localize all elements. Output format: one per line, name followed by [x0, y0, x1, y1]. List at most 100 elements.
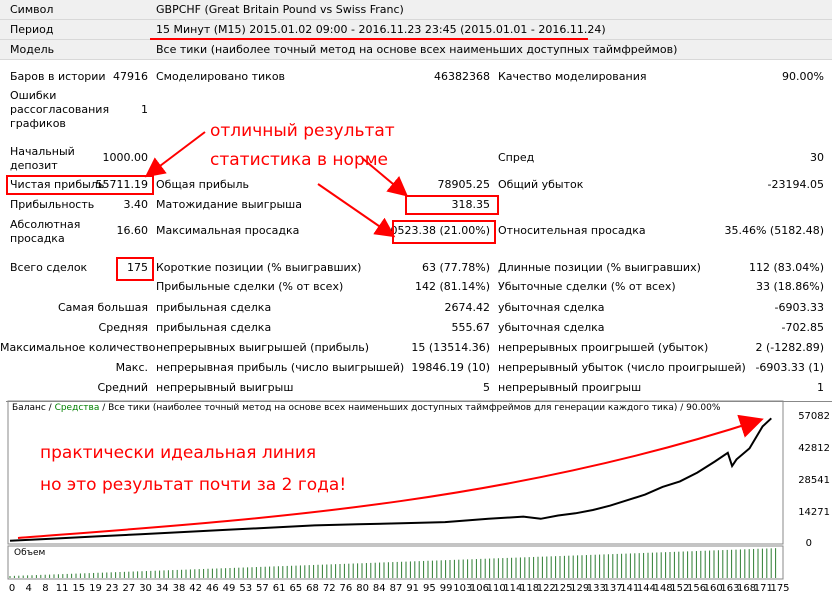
profit-trades-label: Прибыльные сделки (% от всех): [156, 280, 344, 293]
annotation-arrows-upper: [144, 131, 409, 238]
x-tick-label: 144: [636, 583, 656, 594]
x-tick-label: 160: [703, 583, 723, 594]
net-profit-value: 55711.19: [95, 178, 149, 191]
model-value: Все тики (наиболее точный метод на основ…: [156, 43, 678, 56]
legend-balance: Баланс: [12, 403, 46, 413]
ideal-line-arrow: [17, 414, 764, 539]
largest-loss-value: -6903.33: [774, 301, 824, 314]
x-tick-label: 34: [155, 583, 169, 594]
payoff-value: 318.35: [451, 198, 491, 211]
x-tick-label: 30: [139, 583, 152, 594]
x-tick-label: 68: [306, 583, 319, 594]
avgcons-loss-label: непрерывный проигрыш: [498, 381, 642, 394]
maxcons-wins-label: непрерывных выигрышей (прибыль): [156, 341, 370, 354]
x-tick-label: 46: [205, 583, 219, 594]
y-tick-4: 0: [805, 538, 812, 549]
avg-profit-value: 555.67: [451, 321, 491, 334]
gross-loss-value: -23194.05: [767, 178, 824, 191]
x-tick-label: 38: [172, 583, 186, 594]
abs-dd-label: Абсолютная: [10, 218, 81, 231]
symbol-value: GBPCHF (Great Britain Pound vs Swiss Fra…: [156, 3, 404, 16]
max-dd-value: 10523.38 (21.00%): [383, 224, 490, 237]
maxcons-losses-label: непрерывных проигрышей (убыток): [498, 341, 709, 354]
period-value: 15 Минут (M15) 2015.01.02 09:00 - 2016.1…: [156, 23, 606, 36]
x-tick-label: 0: [8, 583, 16, 594]
volume-label: Объем: [14, 548, 46, 558]
payoff-label: Матожидание выигрыша: [156, 198, 302, 211]
x-tick-label: 65: [289, 583, 303, 594]
short-positions-value: 63 (77.78%): [421, 261, 490, 274]
x-tick-label: 175: [770, 583, 790, 594]
x-tick-label: 118: [520, 583, 540, 594]
chart-frame: [7, 400, 784, 545]
avg-loss-label: убыточная сделка: [498, 321, 605, 334]
total-trades-value: 175: [127, 261, 148, 274]
maxsum-label: Макс.: [115, 361, 148, 374]
avgcons-win-value: 5: [483, 381, 490, 394]
x-tick-label: 87: [389, 583, 403, 594]
x-tick-label: 61: [272, 583, 286, 594]
net-profit-highlight: [6, 175, 154, 195]
profit-trades-value: 142 (81.14%): [414, 280, 490, 293]
avgcons-win-label: непрерывный выигрыш: [156, 381, 294, 394]
rel-dd-value: 35.46% (5182.48): [724, 224, 824, 237]
maxcons-profit-value: 19846.19 (10): [411, 361, 490, 374]
header-row-symbol: [0, 0, 832, 20]
rel-dd-label: Относительная просадка: [498, 224, 646, 237]
mismatch-value: 1: [141, 103, 148, 116]
mismatch-label: Ошибки: [10, 89, 57, 102]
deposit-label-2: депозит: [10, 159, 58, 172]
x-tick-label: 110: [486, 583, 506, 594]
avgcons-label: Средний: [97, 381, 148, 394]
x-tick-label: 91: [406, 583, 420, 594]
maxcons-loss-label: непрерывный убыток (число проигрышей): [498, 361, 746, 374]
long-positions-label: Длинные позиции (% выигравших): [498, 261, 701, 274]
gross-profit-value: 78905.25: [437, 178, 491, 191]
x-tick-label: 148: [653, 583, 673, 594]
maxcons-losses-value: 2 (-1282.89): [755, 341, 824, 354]
annotation-ideal-line: практически идеальная линия: [40, 443, 317, 463]
chart-legend: Баланс / Средства / Все тики (наиболее т…: [12, 403, 720, 413]
loss-trades-label: Убыточные сделки (% от всех): [498, 280, 676, 293]
avgcons-loss-value: 1: [817, 381, 824, 394]
maxcons-loss-value: -6903.33 (1): [755, 361, 824, 374]
legend-equity: Средства: [54, 403, 100, 413]
annotation-excellent: отличный результат: [210, 121, 395, 141]
bars-label: Баров в истории: [10, 70, 106, 83]
x-tick-label: 53: [239, 583, 253, 594]
mismatch-label-3: графиков: [10, 117, 66, 130]
symbol-label: Символ: [10, 3, 54, 16]
x-tick-label: 125: [553, 583, 573, 594]
x-tick-label: 4: [25, 583, 32, 594]
largest-label: Самая большая: [57, 301, 148, 314]
net-profit-label: Чистая прибыль: [10, 178, 105, 191]
total-trades-label: Всего сделок: [10, 261, 88, 274]
maxcons-profit-label: непрерывная прибыль (число выигрышей): [156, 361, 405, 374]
trades-highlight: [116, 257, 154, 281]
x-tick-label: 49: [222, 583, 236, 594]
x-tick-label: 80: [356, 583, 369, 594]
x-tick-label: 19: [89, 583, 102, 594]
y-tick-3: 14271: [798, 507, 830, 518]
gross-loss-label: Общий убыток: [498, 178, 584, 191]
x-tick-label: 23: [105, 583, 119, 594]
period-underline: [150, 38, 588, 40]
x-tick-label: 129: [570, 583, 590, 594]
profit-factor-label: Прибыльность: [10, 198, 95, 211]
long-positions-value: 112 (83.04%): [748, 261, 824, 274]
payoff-highlight: [405, 195, 499, 215]
x-tick-label: 137: [603, 583, 623, 594]
volume-frame: [7, 545, 784, 580]
x-tick-label: 27: [122, 583, 136, 594]
bars-value: 47916: [113, 70, 148, 83]
deposit-label: Начальный: [10, 145, 75, 158]
gross-profit-label: Общая прибыль: [156, 178, 249, 191]
short-positions-label: Короткие позиции (% выигравших): [156, 261, 362, 274]
y-tick-2: 28541: [798, 475, 830, 486]
legend-separator-2: /: [99, 403, 109, 413]
annotation-statistics: статистика в норме: [210, 150, 389, 170]
x-tick-label: 141: [620, 583, 640, 594]
x-tick-label: 72: [322, 583, 336, 594]
legend-description: Все тики (наиболее точный метод на основ…: [108, 403, 721, 413]
